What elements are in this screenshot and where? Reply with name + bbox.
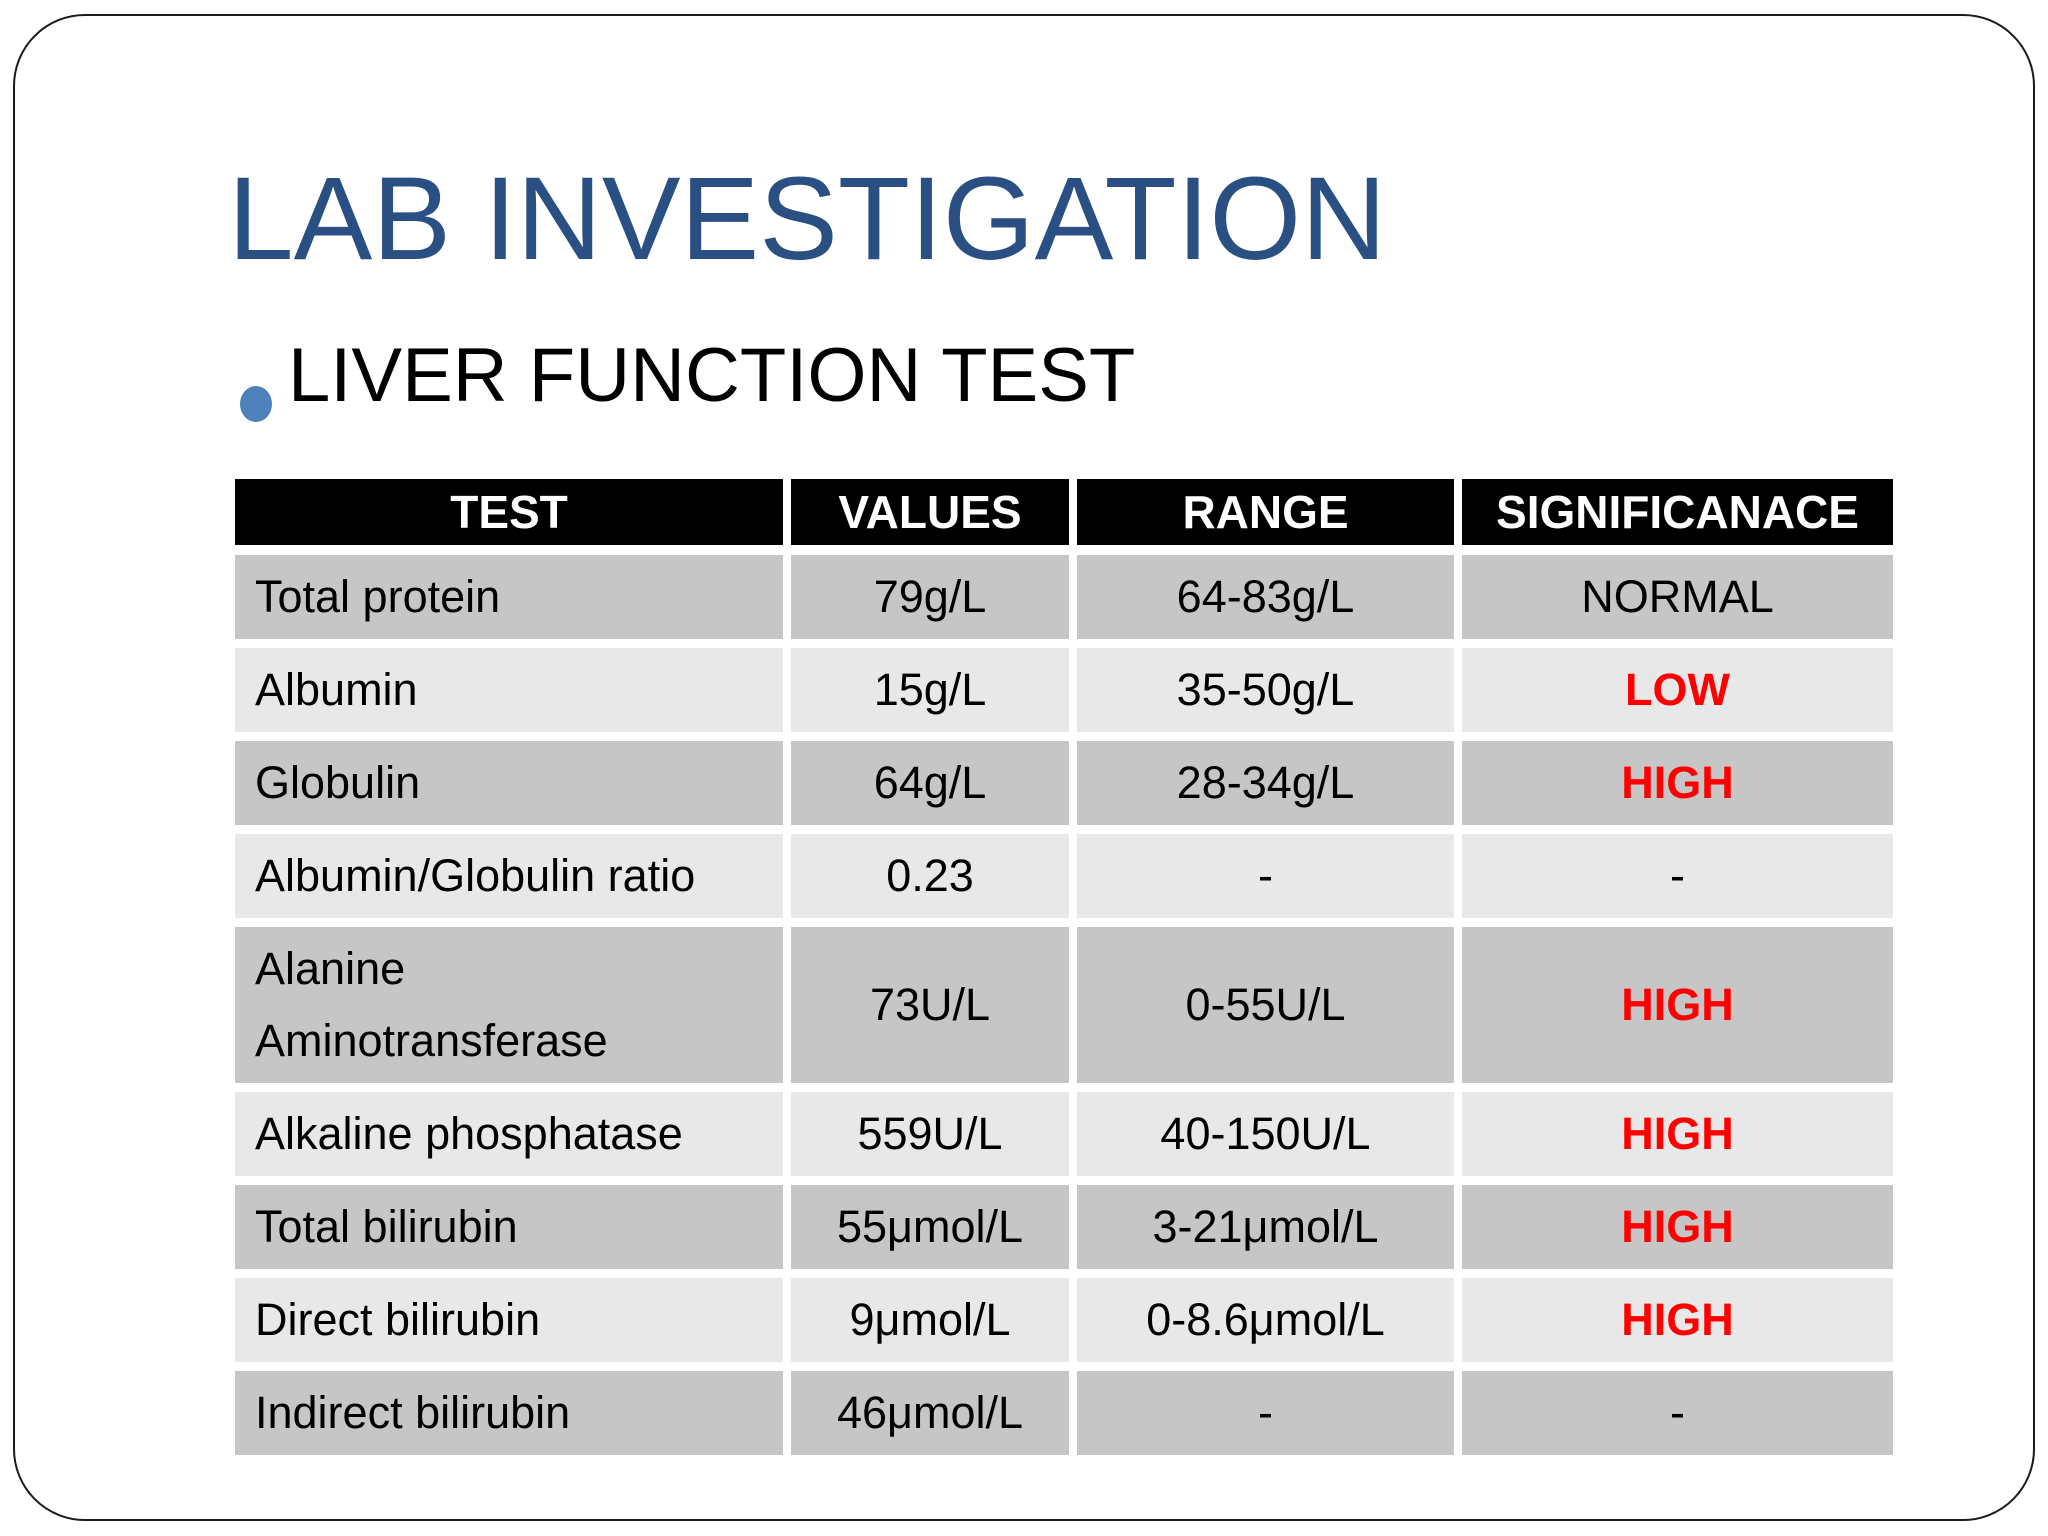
test-cell: Alkaline phosphatase [235,1092,791,1185]
value-cell: 64g/L [791,741,1077,834]
test-cell: Total protein [235,555,791,648]
test-cell: Direct bilirubin [235,1278,791,1371]
table-row: Indirect bilirubin 46μmol/L - - [235,1371,1893,1455]
test-cell: Albumin [235,648,791,741]
column-header-values: VALUES [791,479,1077,555]
test-cell: Albumin/Globulin ratio [235,834,791,927]
range-cell: 64-83g/L [1077,555,1462,648]
value-cell: 9μmol/L [791,1278,1077,1371]
table-row: Alkaline phosphatase 559U/L 40-150U/L HI… [235,1092,1893,1185]
range-cell: - [1077,834,1462,927]
significance-cell: HIGH [1462,1185,1893,1278]
column-header-test: TEST [235,479,791,555]
table-row: Albumin/Globulin ratio 0.23 - - [235,834,1893,927]
significance-cell: HIGH [1462,1278,1893,1371]
table-row: Total bilirubin 55μmol/L 3-21μmol/L HIGH [235,1185,1893,1278]
page-title: LAB INVESTIGATION [228,153,1387,285]
value-cell: 46μmol/L [791,1371,1077,1455]
range-cell: 40-150U/L [1077,1092,1462,1185]
table-row: Total protein 79g/L 64-83g/L NORMAL [235,555,1893,648]
test-cell: Total bilirubin [235,1185,791,1278]
table-header-row: TEST VALUES RANGE SIGNIFICANACE [235,479,1893,555]
value-cell: 15g/L [791,648,1077,741]
significance-cell: HIGH [1462,927,1893,1092]
test-cell: Globulin [235,741,791,834]
significance-cell: HIGH [1462,741,1893,834]
range-cell: - [1077,1371,1462,1455]
significance-cell: HIGH [1462,1092,1893,1185]
range-cell: 35-50g/L [1077,648,1462,741]
table-row: Alanine Aminotransferase 73U/L 0-55U/L H… [235,927,1893,1092]
range-cell: 0-55U/L [1077,927,1462,1092]
range-cell: 3-21μmol/L [1077,1185,1462,1278]
significance-cell: - [1462,1371,1893,1455]
liver-function-test-table: TEST VALUES RANGE SIGNIFICANACE Total pr… [235,479,1893,1455]
significance-cell: - [1462,834,1893,927]
value-cell: 79g/L [791,555,1077,648]
value-cell: 55μmol/L [791,1185,1077,1278]
test-cell: Indirect bilirubin [235,1371,791,1455]
table-row: Albumin 15g/L 35-50g/L LOW [235,648,1893,741]
value-cell: 559U/L [791,1092,1077,1185]
table-row: Globulin 64g/L 28-34g/L HIGH [235,741,1893,834]
slide-border [13,14,2035,1521]
bullet-icon [240,386,272,422]
column-header-significance: SIGNIFICANACE [1462,479,1893,555]
value-cell: 73U/L [791,927,1077,1092]
table-row: Direct bilirubin 9μmol/L 0-8.6μmol/L HIG… [235,1278,1893,1371]
value-cell: 0.23 [791,834,1077,927]
range-cell: 0-8.6μmol/L [1077,1278,1462,1371]
significance-cell: LOW [1462,648,1893,741]
test-cell: Alanine Aminotransferase [235,927,791,1092]
column-header-range: RANGE [1077,479,1462,555]
range-cell: 28-34g/L [1077,741,1462,834]
bullet-text: LIVER FUNCTION TEST [288,333,1136,418]
significance-cell: NORMAL [1462,555,1893,648]
